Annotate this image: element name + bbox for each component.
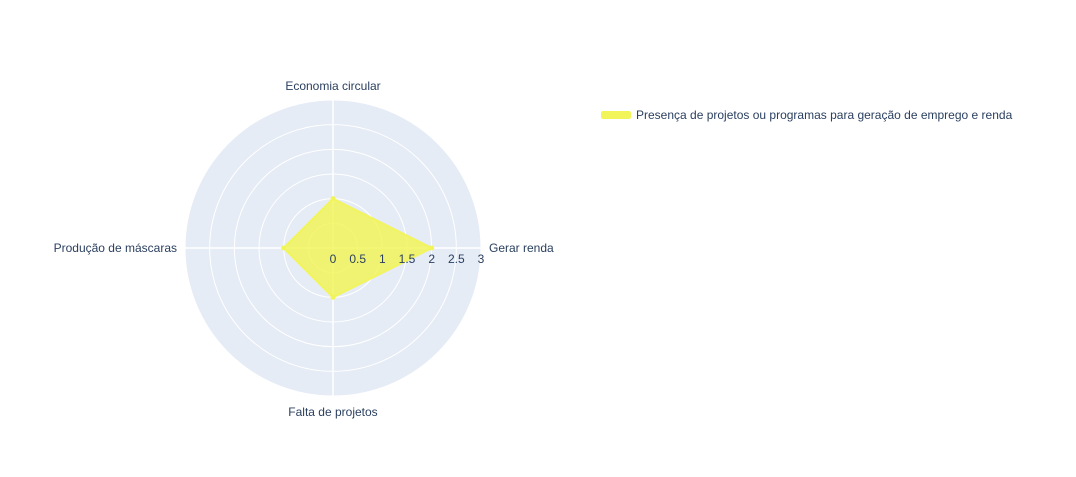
- radial-tick-label-2: 1: [379, 252, 386, 266]
- series-layer: [281, 196, 435, 300]
- radial-tick-labels: 0 0.5 1 1.5 2 2.5 3: [330, 252, 485, 266]
- data-point-0-2[interactable]: [281, 245, 287, 251]
- category-label-0: Gerar renda: [489, 241, 554, 255]
- data-point-0-0[interactable]: [429, 245, 435, 251]
- radial-tick-label-3: 1.5: [399, 252, 416, 266]
- category-label-3: Falta de projetos: [288, 405, 377, 419]
- category-label-2: Produção de máscaras: [54, 241, 177, 255]
- radial-tick-label-0: 0: [330, 252, 337, 266]
- category-labels: Gerar renda Economia circular Produção de …: [54, 79, 554, 419]
- radial-tick-label-1: 0.5: [349, 252, 366, 266]
- legend[interactable]: Presença de projetos ou programas para g…: [601, 108, 1013, 122]
- radial-tick-label-4: 2: [428, 252, 435, 266]
- data-point-0-3[interactable]: [330, 294, 336, 300]
- category-label-1: Economia circular: [285, 79, 380, 93]
- radial-tick-label-5: 2.5: [448, 252, 465, 266]
- legend-label[interactable]: Presença de projetos ou programas para g…: [636, 108, 1013, 122]
- legend-swatch[interactable]: [601, 111, 631, 119]
- radial-tick-label-6: 3: [478, 252, 485, 266]
- data-point-0-1[interactable]: [330, 196, 336, 202]
